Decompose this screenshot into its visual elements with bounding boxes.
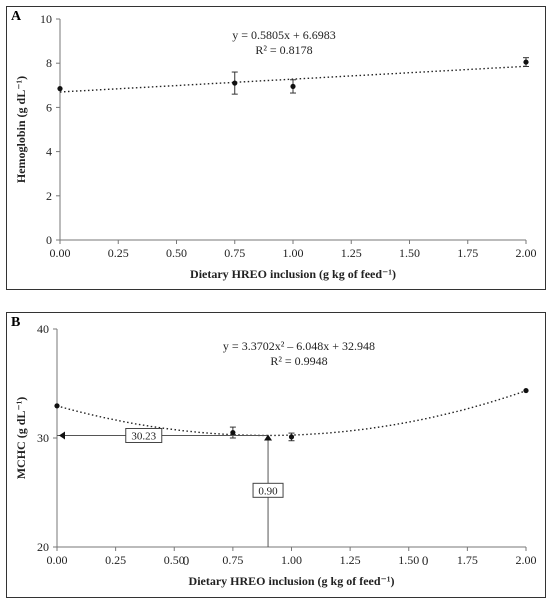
x-tick-label: 1.75 [457,553,478,567]
x-tick-label: 1.25 [341,246,362,260]
x-tick-label: 0.00 [47,553,68,567]
data-point [288,434,295,440]
r-squared: R² = 0.8178 [255,43,312,57]
trendline [59,65,527,93]
stray-zero-label: 0 [422,553,429,568]
optimum-x-label-box [252,482,284,498]
data-point [57,86,63,92]
optimum-arrow-down [264,434,273,441]
x-tick-label: 0.75 [222,553,243,567]
y-tick-label: 2 [46,189,52,203]
mchc-chart: 0.00 0.25 0.50 0.75 1.00 1.25 1.50 1.75 2.00 20 30… [14,322,537,588]
x-axis-label: Dietary HREO inclusion (g kg of feed⁻¹) [190,267,396,281]
y-tick-label: 10 [40,12,52,26]
x-tick-label: 0.50 [166,246,187,260]
r-squared: R² = 0.9948 [270,354,327,368]
x-tick-label: 1.75 [457,246,478,260]
x-tick-label: 0.50 [164,553,185,567]
y-tick-label: 8 [46,56,52,70]
data-point [523,59,529,65]
x-axis-label: Dietary HREO inclusion (g kg of feed⁻¹) [189,574,395,588]
x-tick-label: 1.50 [398,553,419,567]
x-tick-label: 0.00 [50,246,71,260]
x-tick-label: 0.25 [105,553,126,567]
stray-zero-label: 0 [183,553,190,568]
y-tick-label: 30 [37,431,49,445]
optimum-y-label-box [125,427,163,443]
panel-a: A 0.00 0.25 0.50 0.75 1.00 1.25 1.50 1.75 2.00 0 2… [6,6,546,290]
optimum-x-label: 0.90 [258,485,278,497]
x-tick-label: 0.25 [108,246,129,260]
x-tick-label: 1.00 [281,553,302,567]
y-axis-label: Hemoglobin (g dL⁻¹) [14,76,28,183]
data-point [232,80,238,86]
y-axis-label: MCHC (g dL⁻¹) [14,397,28,480]
data-point [290,83,296,90]
data-point [230,429,236,436]
optimum-y-label: 30.23 [131,430,156,442]
panel-letter: B [11,315,21,330]
x-tick-label: 2.00 [516,246,537,260]
x-tick-label: 2.00 [516,553,537,567]
data-point [54,403,60,409]
x-tick-label: 1.00 [283,246,304,260]
y-tick-label: 6 [46,100,52,114]
optimum-arrow-left [59,431,65,440]
x-tick-label: 0.75 [224,246,245,260]
panel-b: B 0.00 0.25 0.50 0.75 1.00 1.25 1.50 1.75 2.00 20… [6,312,546,598]
hemoglobin-chart: 0.00 0.25 0.50 0.75 1.00 1.25 1.50 1.75 2.00 0 2 4 6… [14,12,537,281]
y-tick-label: 40 [37,322,49,336]
data-point [523,387,529,394]
y-tick-label: 0 [46,233,52,247]
panel-letter: A [11,9,22,24]
y-tick-label: 20 [37,540,49,554]
trendline-equation: y = 3.3702x² – 6.048x + 32.948 [223,339,375,353]
x-tick-label: 1.50 [399,246,420,260]
y-tick-label: 4 [46,145,52,159]
trendline-equation: y = 0.5805x + 6.6983 [232,28,336,42]
x-tick-label: 1.25 [340,553,361,567]
